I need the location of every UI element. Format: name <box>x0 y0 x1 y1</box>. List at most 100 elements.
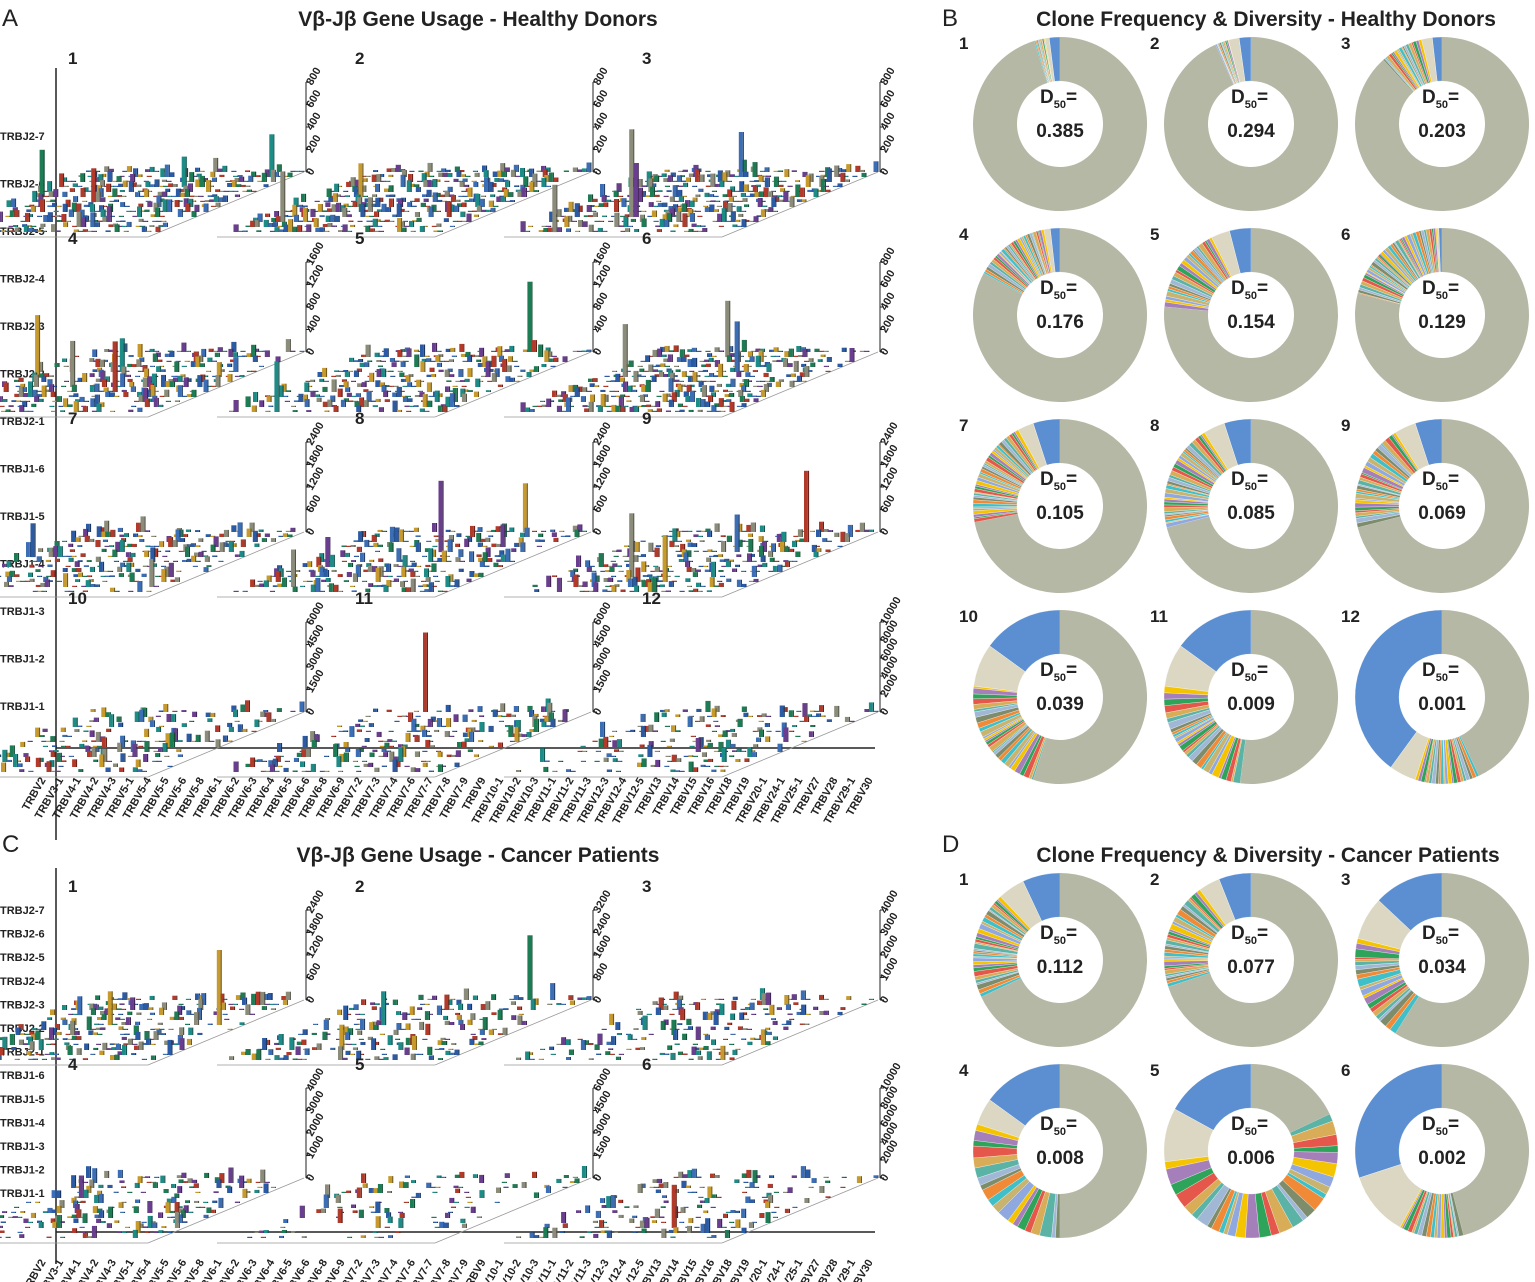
j-gene-label: TRBJ1-3 <box>0 606 45 618</box>
bar <box>386 563 390 572</box>
bar <box>644 400 649 402</box>
bar-side <box>554 529 556 532</box>
bar <box>491 543 496 547</box>
bar <box>623 381 627 392</box>
bar-side <box>646 185 648 187</box>
bar <box>102 539 107 542</box>
bar-side <box>742 389 744 397</box>
bar <box>606 380 611 382</box>
bar <box>269 134 274 178</box>
z-tick-label: 600 <box>591 88 611 110</box>
bar-side <box>670 190 672 192</box>
bar-side <box>506 358 508 372</box>
bar-side <box>160 220 162 222</box>
bar-side <box>3 405 5 407</box>
bar-side <box>758 192 760 197</box>
bar-side <box>52 547 54 557</box>
bar-side <box>171 183 174 187</box>
bar-side <box>722 398 724 407</box>
bar-side <box>679 369 681 372</box>
bar-side <box>683 409 685 412</box>
bar-side <box>486 552 488 562</box>
bar <box>265 213 269 217</box>
bar-side <box>454 347 456 352</box>
z-tick-label: 200 <box>591 133 611 155</box>
bar <box>168 379 173 382</box>
bar <box>53 189 58 197</box>
bar-side <box>306 205 308 207</box>
bar <box>630 218 635 222</box>
bar-side <box>484 538 486 542</box>
bar <box>137 535 142 537</box>
bar <box>137 174 142 177</box>
bar <box>721 208 726 222</box>
bar <box>53 546 58 557</box>
bar-side <box>106 216 108 222</box>
bar-side <box>508 530 510 532</box>
bar <box>351 560 355 562</box>
bar <box>713 195 718 197</box>
bar-side <box>326 210 328 212</box>
bar <box>458 549 463 557</box>
bar-side <box>65 358 68 362</box>
bar-side <box>178 577 180 582</box>
bar-side <box>752 220 754 222</box>
bar <box>331 379 336 392</box>
bar <box>718 398 723 407</box>
bar-side <box>689 395 691 402</box>
bar-side <box>77 355 80 357</box>
bar-side <box>391 575 393 577</box>
bar <box>424 410 429 412</box>
bar <box>331 569 336 572</box>
bar <box>480 538 485 542</box>
bar <box>498 178 503 182</box>
bar <box>189 172 194 182</box>
bar <box>699 174 704 182</box>
bar-side <box>714 392 716 397</box>
bar-side <box>575 220 577 222</box>
bar <box>50 199 55 202</box>
bar <box>338 230 342 232</box>
bar-side <box>674 172 676 177</box>
bar <box>520 221 525 232</box>
bar-side <box>733 393 735 397</box>
bar <box>185 188 189 197</box>
bar-side <box>80 568 82 572</box>
bar-side <box>327 570 330 577</box>
bar <box>275 216 280 222</box>
bar <box>725 383 730 387</box>
bar-side <box>35 225 37 227</box>
bar-side <box>392 185 394 192</box>
bar <box>597 406 602 412</box>
bar <box>445 386 449 392</box>
bar-side <box>459 380 461 382</box>
bar-side <box>28 400 31 402</box>
bar <box>704 192 709 197</box>
bar-side <box>282 568 284 577</box>
bar <box>126 221 131 227</box>
bar-side <box>299 570 301 572</box>
bar-side <box>12 405 14 407</box>
bar-side <box>101 220 103 222</box>
bar-side <box>167 185 169 187</box>
bar <box>653 205 658 207</box>
bar-side <box>153 166 155 172</box>
bar <box>450 530 455 532</box>
bar <box>200 200 205 202</box>
bar-side <box>188 188 190 197</box>
bar-side <box>748 398 750 402</box>
bar <box>729 393 733 397</box>
bar-side <box>403 221 405 227</box>
bar-side <box>724 410 726 412</box>
bar <box>75 537 80 542</box>
bar <box>69 188 74 192</box>
bar-side <box>661 202 663 207</box>
bar-side <box>818 348 820 352</box>
bar <box>432 545 437 547</box>
bar-side <box>407 360 409 362</box>
bar-side <box>405 355 407 357</box>
bar-side <box>337 405 339 412</box>
bar <box>705 350 710 352</box>
bar-side <box>376 218 378 227</box>
